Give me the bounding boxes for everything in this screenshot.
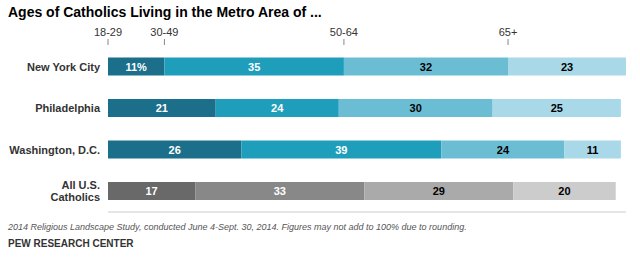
svg-text:25: 25 [551, 102, 563, 114]
svg-text:11: 11 [587, 144, 599, 156]
svg-text:26: 26 [169, 144, 181, 156]
html-text:PEW RESEARCH CENTER: PEW RESEARCH CENTER [8, 238, 134, 249]
svg-text:32: 32 [420, 61, 432, 73]
svg-text:17: 17 [145, 185, 157, 197]
svg-text:30: 30 [410, 102, 422, 114]
html-text:Ages of Catholics Living in th: Ages of Catholics Living in the Metro Ar… [8, 4, 322, 20]
svg-text:29: 29 [433, 185, 445, 197]
svg-text:65+: 65+ [499, 26, 518, 38]
svg-text:Philadelphia: Philadelphia [35, 102, 101, 114]
html-text:2014 Religious Landscape Study: 2014 Religious Landscape Study, conducte… [8, 222, 467, 232]
svg-text:24: 24 [271, 102, 284, 114]
svg-text:20: 20 [558, 185, 570, 197]
svg-text:11%: 11% [125, 61, 147, 73]
svg-text:All U.S.Catholics: All U.S.Catholics [50, 179, 100, 203]
svg-text:33: 33 [274, 185, 286, 197]
svg-text:24: 24 [497, 144, 510, 156]
svg-text:Washington, D.C.: Washington, D.C. [9, 144, 100, 156]
svg-text:39: 39 [335, 144, 347, 156]
svg-text:New York City: New York City [27, 61, 101, 73]
svg-text:35: 35 [248, 61, 260, 73]
svg-text:21: 21 [156, 102, 168, 114]
svg-text:18-29: 18-29 [94, 26, 122, 38]
svg-text:23: 23 [561, 61, 573, 73]
svg-text:30-49: 30-49 [150, 26, 178, 38]
svg-text:50-64: 50-64 [330, 26, 358, 38]
